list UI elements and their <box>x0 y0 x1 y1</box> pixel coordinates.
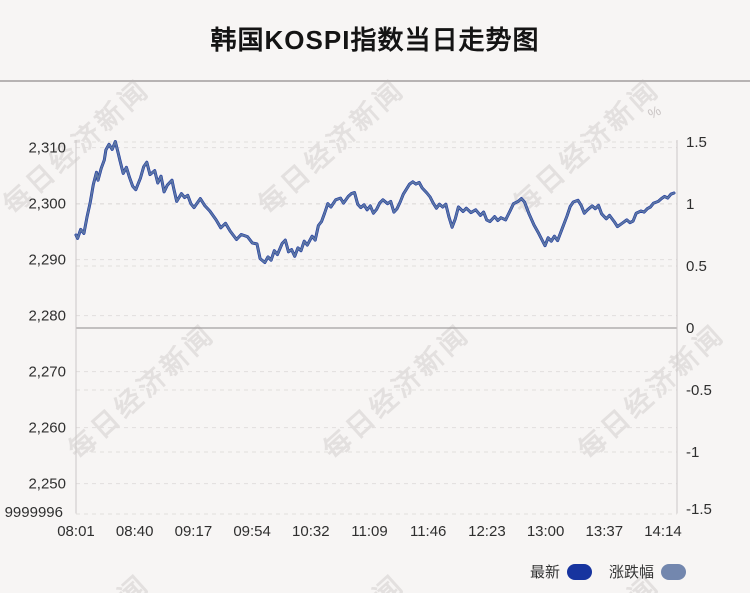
x-axis-tick-label: 09:54 <box>233 523 271 540</box>
y-right-tick-label: 1 <box>686 196 694 213</box>
y-left-tick-label: 2,280 <box>28 308 66 325</box>
legend-swatch-latest-icon <box>566 563 592 580</box>
legend-item-latest[interactable]: 最新 <box>530 561 592 582</box>
y-right-tick-label: 0.5 <box>686 258 707 275</box>
y-right-tick-label: 1.5 <box>686 134 707 151</box>
chart-legend: 最新 涨跌幅 <box>530 561 686 582</box>
legend-label-change-pct: 涨跌幅 <box>608 564 654 581</box>
legend-label-latest: 最新 <box>529 564 560 581</box>
title-divider <box>0 80 750 82</box>
series-line-change-pct <box>75 140 675 264</box>
x-axis-tick-label: 13:37 <box>586 523 624 540</box>
y-left-tick-label: 2,300 <box>28 196 66 213</box>
x-axis-tick-label: 08:40 <box>116 523 154 540</box>
x-axis-tick-label: 13:00 <box>527 523 565 540</box>
x-axis-tick-label: 11:09 <box>351 523 387 540</box>
x-axis-tick-label: 10:32 <box>292 523 330 540</box>
x-axis-tick-label: 12:23 <box>468 523 506 540</box>
y-left-min-label-clipped: 9999996 <box>5 504 63 521</box>
y-left-tick-label: 2,310 <box>28 140 66 157</box>
y-left-tick-label: 2,250 <box>28 476 66 493</box>
y-right-tick-label: 0 <box>686 320 694 337</box>
y-left-tick-label: 2,270 <box>28 364 66 381</box>
y-right-tick-label: -1 <box>686 444 699 461</box>
legend-item-change-pct[interactable]: 涨跌幅 <box>609 561 686 582</box>
y-left-tick-label: 2,290 <box>28 252 66 269</box>
x-axis-tick-label: 08:01 <box>57 523 95 540</box>
y-right-tick-label: -1.5 <box>686 501 712 518</box>
legend-swatch-change-pct-icon <box>661 563 686 580</box>
x-axis-tick-label: 09:17 <box>175 523 213 540</box>
y-left-tick-label: 2,260 <box>28 420 66 437</box>
x-axis-tick-label: 11:46 <box>410 523 446 540</box>
y-right-tick-label: -0.5 <box>686 382 712 399</box>
series-line-latest <box>74 140 676 264</box>
page-title: 韩国KOSPI指数当日走势图 <box>210 25 540 55</box>
x-axis-tick-label: 14:14 <box>644 523 682 540</box>
